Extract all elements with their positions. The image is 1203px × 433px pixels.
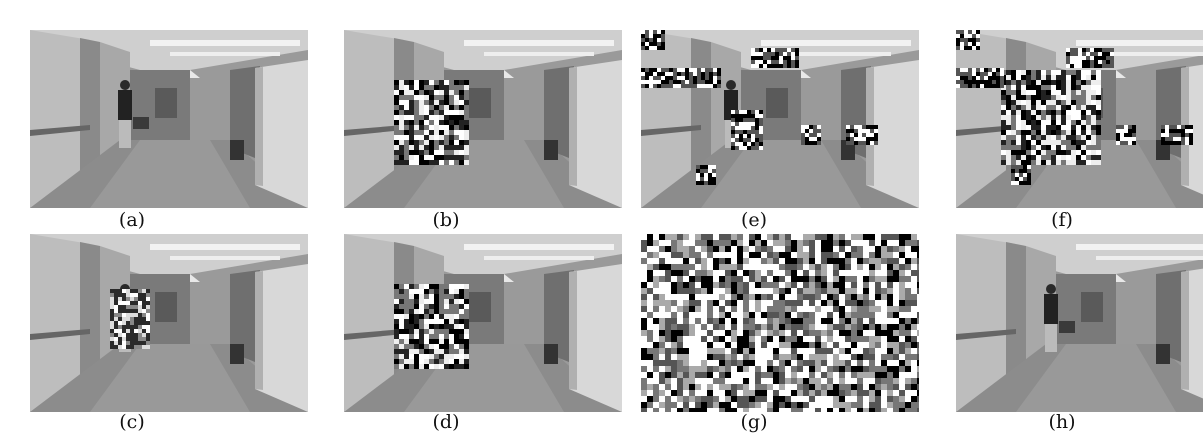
- panel-b: [344, 30, 622, 208]
- panel-image-e: [641, 30, 919, 208]
- panel-d: [344, 234, 622, 412]
- panel-h: [956, 234, 1203, 412]
- caption-b: (b): [432, 209, 460, 231]
- caption-a: (a): [118, 209, 146, 231]
- panel-a: [30, 30, 308, 208]
- panel-image-c: [30, 234, 308, 412]
- panel-image-g: [641, 234, 919, 412]
- caption-d: (d): [432, 411, 460, 433]
- caption-c: (c): [119, 411, 145, 433]
- caption-f: (f): [1051, 209, 1073, 231]
- panel-e: [641, 30, 919, 208]
- panel-f: [956, 30, 1203, 208]
- caption-g: (g): [740, 411, 768, 433]
- panel-image-d: [344, 234, 622, 412]
- caption-h: (h): [1048, 411, 1076, 433]
- panel-image-b: [344, 30, 622, 208]
- panel-image-a: [30, 30, 308, 208]
- panel-image-h: [956, 234, 1203, 412]
- caption-e: (e): [740, 209, 768, 231]
- panel-image-f: [956, 30, 1203, 208]
- panel-c: [30, 234, 308, 412]
- panel-g: [641, 234, 919, 412]
